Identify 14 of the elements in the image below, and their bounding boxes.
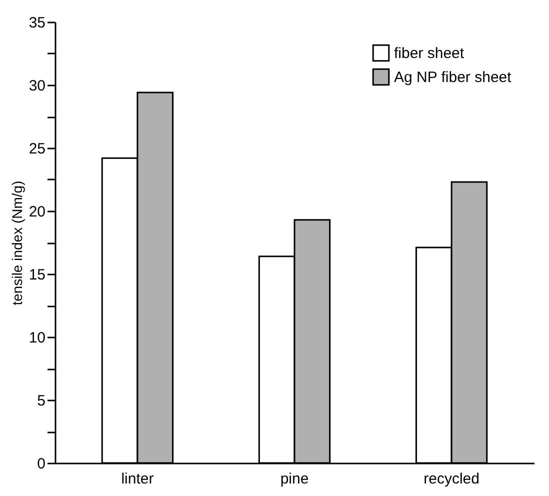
- legend-label: Ag NP fiber sheet: [394, 69, 512, 86]
- x-tick-label: pine: [280, 470, 309, 488]
- y-tick-label: 25: [28, 140, 46, 158]
- y-tick-label: 35: [28, 14, 46, 32]
- y-tick-label: 0: [37, 456, 46, 472]
- legend-label: fiber sheet: [394, 45, 465, 62]
- y-axis-title: tensile index (Nm/g): [8, 180, 25, 306]
- y-tick-label: 10: [28, 330, 46, 346]
- y-tick-label: 20: [28, 204, 46, 220]
- y-tick-label: 5: [37, 392, 46, 410]
- y-tick-label: 30: [28, 78, 46, 94]
- y-tick-label: 15: [28, 266, 46, 284]
- x-tick-label: linter: [121, 470, 154, 488]
- x-tick-label: recycled: [424, 470, 480, 488]
